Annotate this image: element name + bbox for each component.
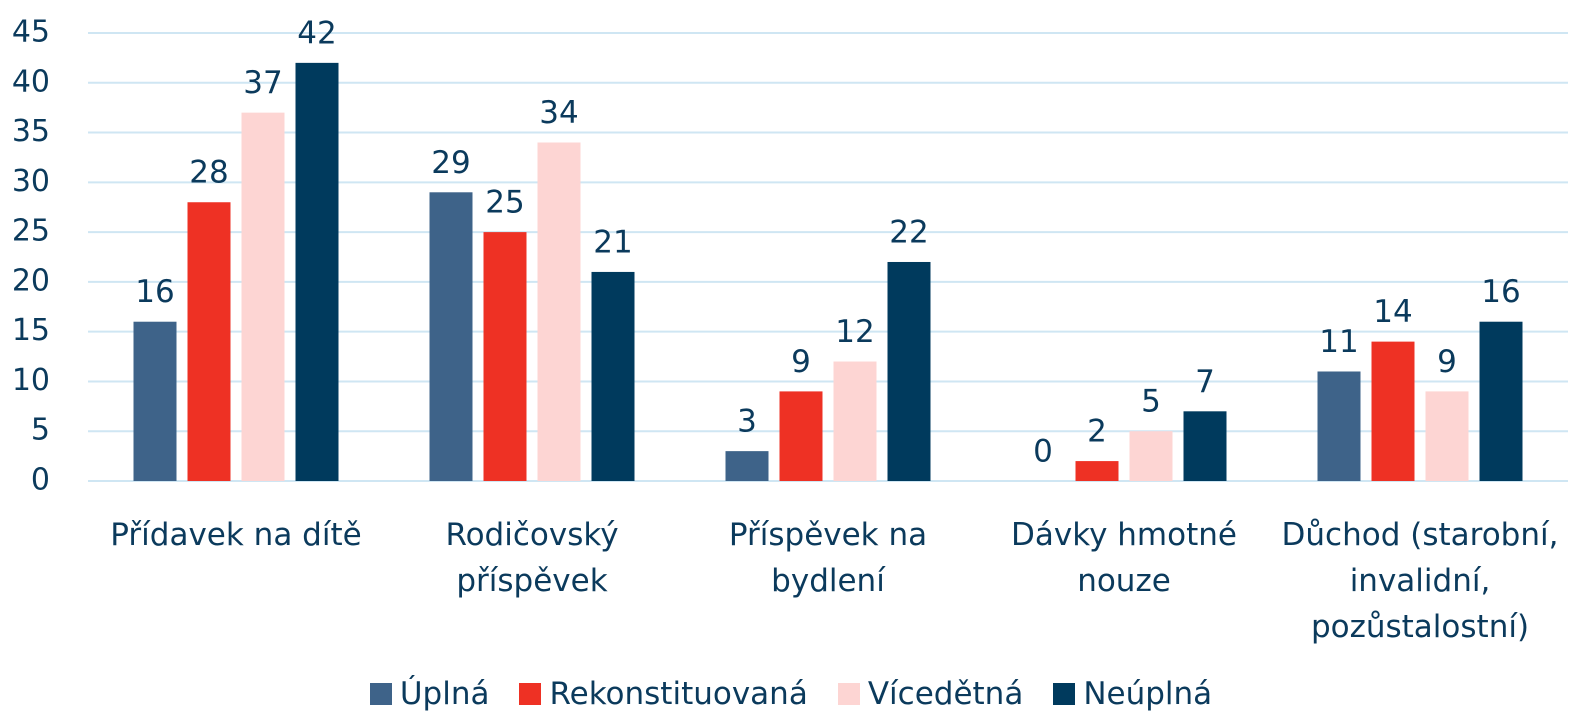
y-tick-label: 5 [31,413,50,448]
data-label: 3 [737,404,757,440]
x-tick-label: Důchod (starobní, invalidní, pozůstalost… [1281,517,1559,645]
y-tick-label: 15 [12,313,50,348]
bar [1075,461,1119,481]
data-label: 25 [485,185,524,221]
bar [1129,431,1173,481]
legend-swatch [1053,683,1076,705]
data-label: 16 [135,274,174,310]
bar [187,202,231,481]
bar [887,261,931,481]
y-tick-label: 30 [12,164,50,199]
data-label: 9 [1437,344,1457,380]
x-tick-label: Přídavek na dítě [110,517,362,553]
x-tick-label: Rodičovský příspěvek [445,517,619,599]
data-label: 0 [1033,434,1053,470]
data-label: 14 [1373,294,1412,330]
bar [1183,411,1227,481]
data-label: 7 [1195,364,1215,400]
bar [295,62,339,481]
bar [1479,321,1523,481]
bar [1425,391,1469,481]
legend-label: Neúplná [1083,676,1213,712]
y-tick-label: 0 [31,463,50,498]
bar [483,232,527,481]
x-tick-label: Dávky hmotné nouze [1011,517,1237,599]
bar [779,391,823,481]
data-label: 42 [297,15,336,51]
bar [725,451,769,481]
legend-swatch [369,683,392,705]
data-label: 34 [539,95,578,131]
data-label: 37 [243,65,282,101]
y-tick-label: 25 [12,214,50,249]
x-tick-label: Příspěvek na bydlení [728,517,928,599]
data-label: 5 [1141,384,1161,420]
data-label: 21 [593,224,632,260]
bar [429,192,473,482]
data-label: 29 [431,145,470,181]
bar [537,142,581,481]
y-tick-label: 10 [12,363,50,398]
data-label: 2 [1087,414,1107,450]
data-label: 12 [835,314,874,350]
data-label: 22 [889,214,928,250]
legend-swatch [837,683,860,705]
data-label: 16 [1481,274,1520,310]
bar [1317,371,1361,481]
y-tick-label: 45 [12,15,50,50]
legend-label: Úplná [399,676,490,712]
legend: Úplná Rekonstituovaná Vícedětná Neúplná [0,676,1582,712]
data-label: 28 [189,155,228,191]
legend-swatch [519,683,542,705]
legend-item: Úplná [369,676,490,712]
legend-item: Vícedětná [837,676,1024,712]
data-label: 9 [791,344,811,380]
bar [1371,341,1415,481]
bar [133,321,177,481]
data-label: 11 [1319,324,1358,360]
y-tick-label: 20 [12,263,50,298]
bar [833,361,877,481]
y-tick-label: 40 [12,64,50,99]
legend-item: Neúplná [1053,676,1212,712]
legend-label: Vícedětná [867,676,1024,712]
bar [591,271,635,481]
legend-label: Rekonstituovaná [549,676,808,712]
y-tick-label: 35 [12,114,50,149]
bar [241,112,285,482]
legend-item: Rekonstituovaná [519,676,808,712]
